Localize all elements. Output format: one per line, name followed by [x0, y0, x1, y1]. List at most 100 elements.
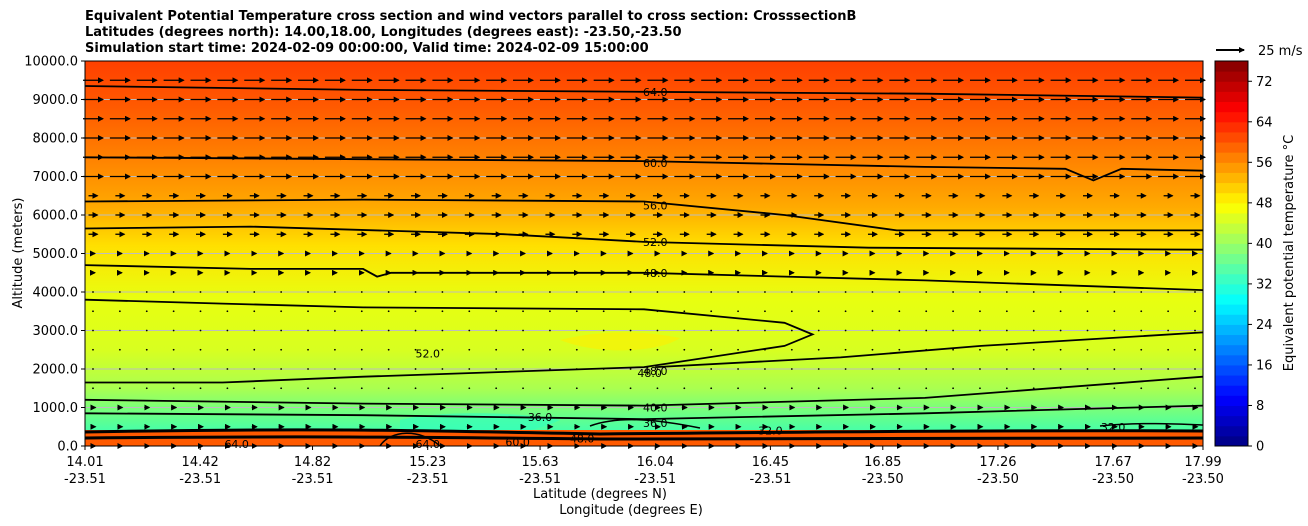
wind-vector: [1194, 387, 1196, 390]
wind-vector: [145, 368, 148, 370]
wind-vector: [360, 368, 363, 370]
colorbar-band: [1215, 71, 1248, 82]
wind-vector: [844, 310, 847, 313]
wind-vector: [199, 291, 202, 293]
colorbar-band: [1215, 212, 1248, 224]
x-tick-label-lon: -23.51: [292, 472, 334, 487]
x-tick-label-lat: 17.26: [979, 455, 1016, 470]
x-tick-label-lon: -23.51: [407, 472, 449, 487]
wind-vector: [145, 348, 148, 351]
x-tick-label-lat: 16.85: [864, 455, 901, 470]
wind-vector: [92, 368, 94, 370]
colorbar-tick-label: 16: [1256, 358, 1273, 373]
wind-vector: [549, 329, 551, 332]
y-tick-label: 8000.0: [33, 132, 79, 147]
wind-vector: [414, 329, 417, 332]
wind-vector: [172, 368, 175, 370]
wind-vector: [602, 387, 605, 390]
colorbar-band: [1215, 425, 1248, 437]
wind-vector: [495, 387, 498, 390]
wind-vector: [387, 291, 390, 293]
wind-vector: [387, 329, 390, 332]
wind-vector: [253, 348, 256, 351]
x-axis-label-longitude: Longitude (degrees E): [559, 503, 703, 518]
wind-vector: [387, 310, 390, 313]
wind-vector: [817, 329, 820, 332]
colorbar-frame: [1214, 60, 1249, 447]
wind-vector: [979, 310, 981, 313]
contour-line: [84, 375, 1204, 407]
wind-vector: [1086, 310, 1089, 313]
wind-vector: [979, 368, 981, 370]
colorbar-tick-label: 32: [1256, 277, 1273, 292]
wind-vector: [710, 368, 713, 370]
colorbar-band: [1215, 304, 1248, 315]
wind-vector: [495, 329, 498, 332]
wind-vector: [1059, 368, 1062, 370]
wind-vector: [1086, 387, 1089, 390]
y-tick-label: 3000.0: [33, 324, 79, 339]
contour-label: 40.0: [643, 402, 668, 415]
wind-vector: [145, 387, 148, 390]
wind-vector: [441, 291, 444, 293]
x-tick-label-lon: -23.51: [64, 472, 106, 487]
colorbar-band: [1215, 152, 1248, 163]
wind-vector: [468, 387, 471, 390]
x-axis-label-latitude: Latitude (degrees N): [533, 487, 667, 502]
wind-vector: [1032, 329, 1035, 332]
contour-line: [84, 85, 1204, 99]
x-tick-label-lon: -23.51: [519, 472, 561, 487]
wind-vector: [307, 291, 309, 293]
wind-vector: [1005, 368, 1008, 370]
y-axis: 0.0 1000.0 2000.0 3000.0 4000.0 5000.0 6000.0 7…: [24, 55, 85, 455]
wind-vector: [1005, 291, 1008, 293]
colorbar-band: [1215, 192, 1248, 204]
wind-vector: [199, 329, 202, 332]
wind-vector: [710, 348, 713, 351]
wind-vector: [360, 387, 363, 390]
wind-vector: [360, 348, 363, 351]
wind-vector: [1113, 310, 1116, 313]
wind-vector: [898, 368, 901, 370]
wind-vector: [1059, 291, 1062, 293]
colorbar-band: [1215, 121, 1248, 133]
colorbar-band: [1215, 283, 1248, 295]
colorbar-tick-label: 72: [1256, 75, 1273, 90]
wind-vector: [441, 310, 444, 313]
wind-vector: [871, 329, 874, 332]
contour-line: [84, 404, 1204, 421]
wind-vector: [145, 329, 148, 332]
wind-vector: [1140, 310, 1143, 313]
colorbar-band: [1215, 233, 1248, 244]
wind-vector: [549, 348, 551, 351]
wind-vector: [817, 387, 820, 390]
wind-vector: [683, 291, 686, 293]
wind-vector: [172, 310, 175, 313]
wind-vector: [979, 291, 981, 293]
wind-vector: [199, 310, 202, 313]
wind-vector: [307, 310, 309, 313]
wind-vector: [683, 368, 686, 370]
wind-vector: [1113, 387, 1116, 390]
wind-vector: [522, 387, 524, 390]
plot-area: 64.060.056.052.048.052.048.048.040.036.0…: [83, 60, 1206, 451]
wind-vector: [1167, 310, 1170, 313]
colorbar-band: [1215, 243, 1248, 254]
wind-vector: [764, 310, 766, 313]
wind-vector: [468, 310, 471, 313]
wind-vector: [441, 387, 444, 390]
wind-vector: [656, 329, 659, 332]
wind-vector: [118, 291, 121, 293]
wind-vector: [952, 368, 954, 370]
wind-vector: [1167, 291, 1170, 293]
colorbar-band: [1215, 182, 1248, 194]
contour-label: 52.0: [643, 236, 668, 249]
wind-vector: [817, 310, 820, 313]
contour-line: [84, 198, 1203, 232]
contour-label: 52.0: [415, 348, 440, 361]
wind-vector: [1113, 291, 1116, 293]
colorbar-band: [1215, 385, 1248, 396]
colorbar-band: [1215, 162, 1248, 173]
wind-vector: [199, 387, 202, 390]
wind-vector: [1113, 348, 1116, 351]
